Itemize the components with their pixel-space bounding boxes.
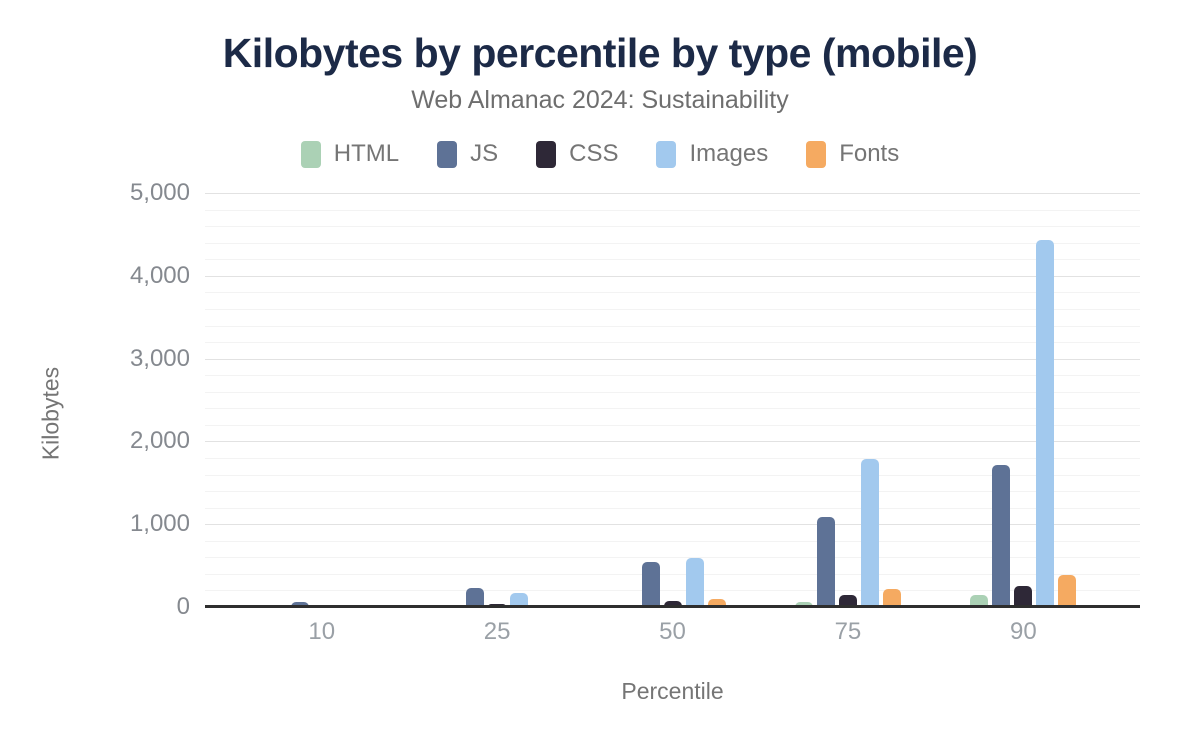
legend-item-html: HTML [300, 140, 400, 168]
minor-gridline [205, 391, 1140, 393]
bar-groups [234, 193, 1111, 607]
bar-images-p25 [510, 593, 529, 607]
bar-html-p75 [794, 602, 813, 607]
legend-swatch-css [536, 140, 557, 168]
chart-title: Kilobytes by percentile by type (mobile) [222, 30, 978, 76]
legend-label: HTML [333, 140, 400, 167]
bar-images-p90 [1036, 239, 1055, 607]
minor-gridline [205, 507, 1140, 509]
minor-gridline [205, 209, 1140, 211]
bar-group-p50 [585, 193, 760, 607]
x-tick-label: 10 [308, 618, 336, 645]
legend-label: Fonts [839, 140, 900, 167]
x-axis-title: Percentile [621, 678, 724, 704]
y-tick-label: 5,000 [129, 179, 190, 206]
bar-js-p50 [641, 561, 660, 607]
minor-gridline [205, 458, 1140, 459]
bar-group-p75 [760, 193, 935, 607]
minor-gridline [205, 408, 1140, 410]
y-tick-label: 3,000 [129, 344, 190, 372]
minor-gridline [205, 342, 1140, 343]
minor-gridline [205, 226, 1140, 228]
bar-images-p50 [685, 558, 704, 607]
bar-fonts-p90 [1058, 575, 1077, 607]
bar-images-p75 [860, 458, 879, 607]
major-gridline [205, 275, 1140, 277]
minor-gridline [205, 325, 1140, 327]
x-tick-label: 90 [1009, 618, 1037, 645]
minor-gridline [205, 308, 1140, 310]
minor-gridline [205, 557, 1140, 559]
bar-js-p75 [816, 517, 835, 607]
y-tick-label: 1,000 [129, 510, 190, 538]
x-tick-label: 25 [483, 618, 511, 645]
minor-gridline [205, 474, 1140, 476]
minor-gridline [205, 259, 1140, 261]
major-gridline [205, 524, 1140, 526]
x-tick-label: 50 [659, 618, 686, 645]
minor-gridline [205, 540, 1140, 542]
major-gridline [205, 358, 1140, 360]
legend-label: Images [689, 140, 769, 167]
bar-group-p90 [936, 193, 1111, 607]
bar-css-p50 [663, 600, 682, 607]
legend-swatch-js [437, 140, 458, 168]
x-axis-line [205, 605, 1140, 608]
x-axis-ticks: 10 25 50 75 90 [234, 617, 1111, 647]
legend-label: CSS [569, 140, 619, 167]
bar-fonts-p75 [882, 589, 901, 607]
bar-js-p90 [992, 465, 1011, 607]
bar-fonts-p50 [707, 599, 726, 607]
legend-swatch-html [300, 140, 321, 168]
y-axis-title: Kilobytes [37, 366, 64, 461]
chart-subtitle: Web Almanac 2024: Sustainability [411, 86, 789, 114]
legend-item-images: Images [656, 140, 768, 168]
major-gridline [205, 193, 1140, 194]
minor-gridline [205, 292, 1140, 294]
minor-gridline [205, 573, 1140, 575]
y-tick-label: 0 [176, 593, 190, 620]
bar-group-p10 [234, 193, 409, 607]
legend-label: JS [470, 140, 499, 167]
minor-gridline [205, 242, 1140, 244]
legend-item-fonts: Fonts [806, 140, 899, 168]
y-tick-label: 4,000 [129, 261, 190, 289]
y-tick-label: 2,000 [129, 427, 190, 455]
minor-gridline [205, 491, 1140, 493]
x-tick-label: 75 [834, 618, 862, 645]
bar-js-p10 [290, 601, 309, 607]
major-gridline [205, 441, 1140, 443]
bar-group-p25 [409, 193, 584, 607]
legend-swatch-fonts [806, 140, 827, 168]
minor-gridline [205, 590, 1140, 592]
minor-gridline [205, 375, 1140, 377]
bar-js-p25 [466, 587, 485, 607]
bar-html-p90 [970, 595, 989, 607]
legend-item-css: CSS [536, 140, 618, 168]
legend-swatch-images [656, 140, 677, 168]
bar-css-p75 [838, 594, 857, 607]
minor-gridline [205, 424, 1140, 426]
plot-area [205, 193, 1140, 607]
legend: HTML JS CSS Images Fonts [0, 138, 1200, 170]
bar-css-p90 [1014, 586, 1033, 607]
legend-item-js: JS [437, 140, 498, 168]
